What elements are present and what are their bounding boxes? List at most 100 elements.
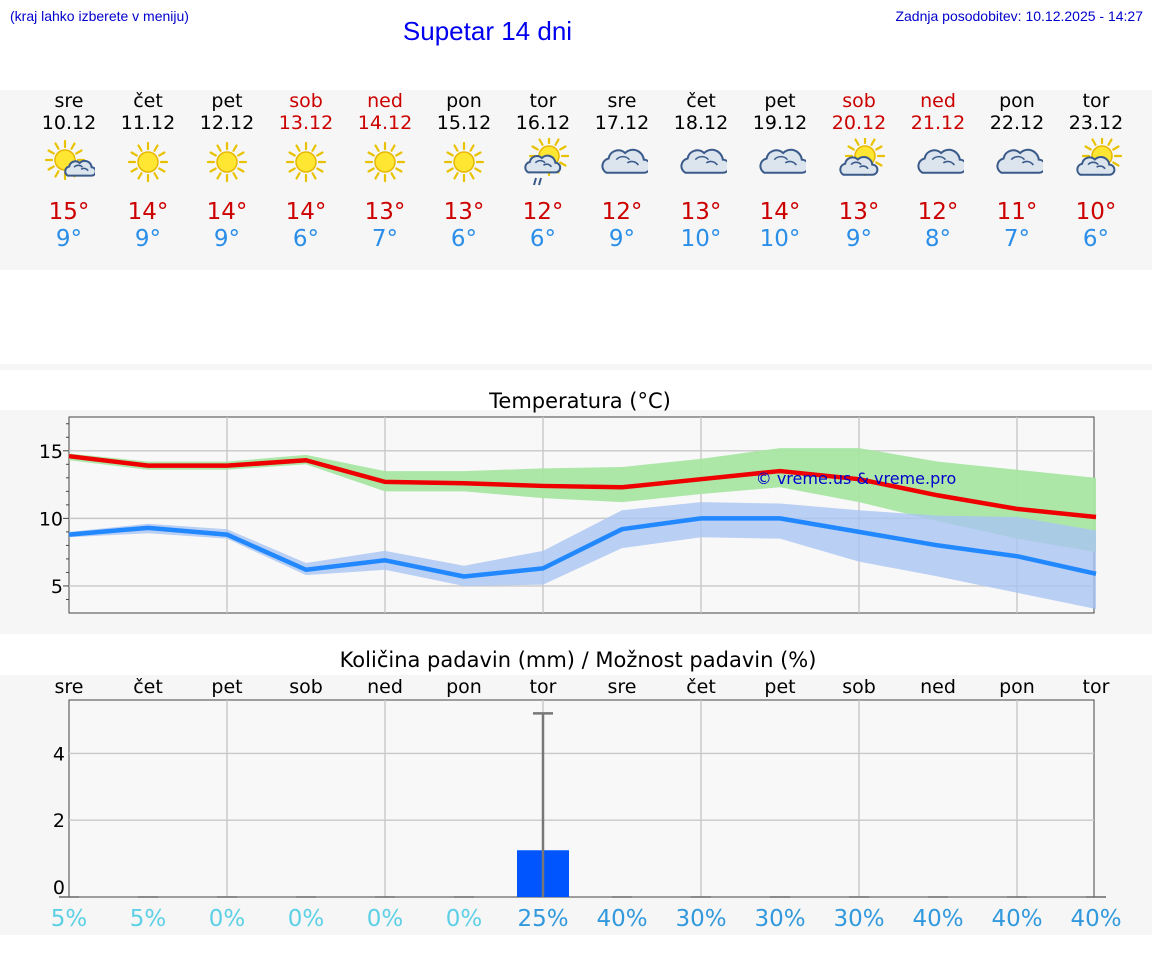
max-temp: 15° — [48, 199, 90, 225]
day-name: čet — [133, 90, 163, 112]
min-temp: 10° — [759, 226, 801, 252]
day-date: 18.12 — [673, 112, 729, 134]
precip-chance-label: 0% — [446, 906, 483, 932]
precip-plot-area — [68, 699, 1095, 898]
min-temp: 6° — [292, 226, 320, 252]
precip-day-label: ned — [367, 676, 403, 698]
min-temp: 6° — [529, 226, 557, 252]
day-date: 20.12 — [831, 112, 887, 134]
day-name: sre — [54, 90, 84, 112]
day-name: ned — [920, 90, 956, 112]
min-temp: 10° — [680, 226, 722, 252]
cloudy-icon — [680, 148, 727, 174]
precip-chance-label: 30% — [754, 906, 805, 932]
precip-chance-label: 40% — [1070, 906, 1121, 932]
day-date: 14.12 — [357, 112, 413, 134]
day-forecast: sob 20.12 13° 9° — [819, 90, 899, 265]
max-temp: 12° — [601, 199, 643, 225]
min-temp: 9° — [845, 226, 873, 252]
precip-chart-title: Količina padavin (mm) / Možnost padavin … — [340, 648, 817, 672]
cloudy-icon — [996, 148, 1043, 174]
min-temp: 9° — [608, 226, 636, 252]
y-tick-label: 0 — [53, 877, 65, 899]
day-forecast: čet 11.12 14° 9° — [108, 90, 188, 265]
min-temp: 8° — [924, 226, 952, 252]
last-updated: Zadnja posodobitev: 10.12.2025 - 14:27 — [895, 8, 1143, 24]
day-name: sre — [607, 90, 637, 112]
cloudy-icon — [759, 148, 806, 174]
day-forecast: tor 23.12 10° 6° — [1056, 90, 1136, 265]
day-name: pet — [211, 90, 243, 112]
min-temp: 9° — [134, 226, 162, 252]
cloudy-icon — [601, 148, 648, 174]
sun-icon — [127, 141, 169, 183]
max-temp: 10° — [1075, 199, 1117, 225]
day-forecast: pon 15.12 13° 6° — [424, 90, 504, 265]
precip-day-label: sre — [55, 676, 84, 698]
sun-cloud-icon — [44, 139, 95, 181]
location-hint: (kraj lahko izberete v meniju) — [10, 8, 189, 24]
divider — [0, 364, 1152, 370]
day-forecast: čet 18.12 13° 10° — [661, 90, 741, 265]
y-tick-label: 4 — [53, 743, 65, 765]
day-forecast: sre 17.12 12° 9° — [582, 90, 662, 265]
precip-day-label: pet — [764, 676, 795, 698]
precip-day-label: čet — [686, 676, 716, 698]
sun-icon — [443, 141, 485, 183]
precip-day-label: pon — [446, 676, 482, 698]
precip-day-label: sob — [842, 676, 876, 698]
min-temp: 6° — [450, 226, 478, 252]
min-temp-line — [68, 516, 1097, 579]
day-date: 12.12 — [199, 112, 255, 134]
day-date: 10.12 — [41, 112, 97, 134]
precip-chance-label: 40% — [912, 906, 963, 932]
day-name: pet — [764, 90, 796, 112]
max-temp: 14° — [127, 199, 169, 225]
day-name: čet — [686, 90, 716, 112]
day-date: 17.12 — [594, 112, 650, 134]
day-forecast: pet 12.12 14° 9° — [187, 90, 267, 265]
min-temp: 7° — [1003, 226, 1031, 252]
min-temp: 9° — [55, 226, 83, 252]
sun-icon — [285, 141, 327, 183]
min-temp: 6° — [1082, 226, 1110, 252]
max-temp: 13° — [364, 199, 406, 225]
y-tick-label: 10 — [39, 508, 63, 530]
sun-cloud-big-icon — [839, 138, 885, 177]
sun-icon — [364, 141, 406, 183]
min-temp: 7° — [371, 226, 399, 252]
max-temp: 13° — [838, 199, 880, 225]
day-forecast: pet 19.12 14° 10° — [740, 90, 820, 265]
precip-day-label: tor — [530, 676, 557, 698]
max-temp: 12° — [522, 199, 564, 225]
temp-chart-title: Temperatura (°C) — [488, 389, 671, 413]
day-forecast: pon 22.12 11° 7° — [977, 90, 1057, 265]
page-title: Supetar 14 dni — [402, 16, 573, 46]
day-name: tor — [1082, 90, 1110, 112]
day-forecast: tor 16.12 12° 6° — [503, 90, 583, 265]
day-date: 16.12 — [515, 112, 571, 134]
day-date: 15.12 — [436, 112, 492, 134]
day-date: 23.12 — [1068, 112, 1124, 134]
day-name: sob — [842, 90, 876, 112]
day-name: sob — [289, 90, 323, 112]
day-forecast: ned 14.12 13° 7° — [345, 90, 425, 265]
precip-chance-label: 0% — [367, 906, 404, 932]
precip-chance-label: 25% — [517, 906, 568, 932]
max-temp: 13° — [443, 199, 485, 225]
max-temp: 11° — [996, 199, 1038, 225]
max-temp-line — [68, 453, 1097, 520]
precip-day-label: pet — [211, 676, 242, 698]
precip-day-label: ned — [920, 676, 956, 698]
max-temp: 13° — [680, 199, 722, 225]
min-temp: 9° — [213, 226, 241, 252]
forecast-strip — [0, 90, 1152, 270]
precip-chance-label: 40% — [991, 906, 1042, 932]
day-date: 19.12 — [752, 112, 808, 134]
day-date: 21.12 — [910, 112, 966, 134]
watermark: © vreme.us & vreme.pro — [756, 469, 957, 488]
day-forecast: sre 10.12 15° 9° — [29, 90, 109, 265]
max-temp: 14° — [759, 199, 801, 225]
precip-chance-label: 5% — [130, 906, 167, 932]
day-date: 22.12 — [989, 112, 1045, 134]
